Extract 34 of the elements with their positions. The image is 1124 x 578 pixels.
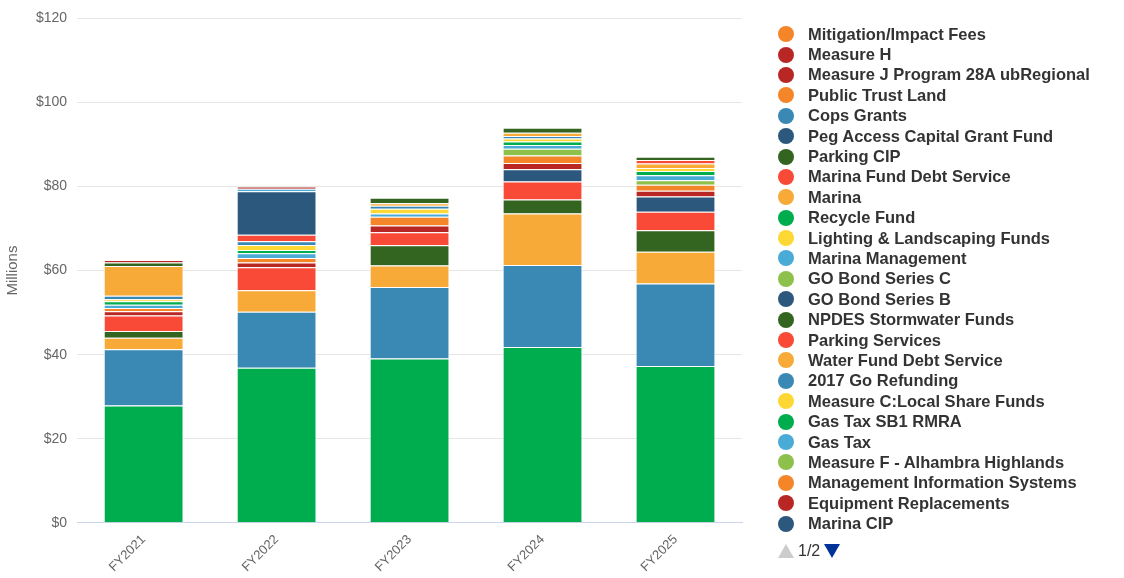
y-axis-title: Millions bbox=[3, 245, 21, 296]
legend-label: GO Bond Series B bbox=[808, 289, 952, 309]
y-tick-label: $0 bbox=[51, 513, 68, 530]
text: 1/2 bbox=[798, 541, 821, 560]
legend-label: Marina Management bbox=[808, 248, 967, 268]
legend-label: Lighting & Landscaping Funds bbox=[808, 228, 1050, 248]
legend-label: Measure F - Alhambra Highlands bbox=[808, 452, 1065, 472]
y-tick-label: $20 bbox=[43, 429, 68, 446]
legend-label: Marina CIP bbox=[808, 514, 894, 534]
legend-label: Marina Fund Debt Service bbox=[808, 167, 1011, 187]
legend-label: Measure J Program 28A ubRegional bbox=[808, 65, 1090, 85]
legend-label: Equipment Replacements bbox=[808, 493, 1010, 513]
y-tick-label: $80 bbox=[43, 177, 68, 194]
legend-label: Management Information Systems bbox=[808, 473, 1077, 493]
y-tick-label: $100 bbox=[35, 93, 68, 110]
legend-label: Measure H bbox=[808, 45, 892, 65]
legend-label: Peg Access Capital Grant Fund bbox=[808, 126, 1054, 146]
legend-label: Water Fund Debt Service bbox=[808, 350, 1003, 370]
legend-label: 2017 Go Refunding bbox=[808, 371, 959, 391]
y-tick-label: $120 bbox=[35, 9, 68, 26]
legend-label: Cops Grants bbox=[808, 106, 908, 126]
legend-label: Gas Tax SB1 RMRA bbox=[808, 412, 962, 432]
y-tick-label: $60 bbox=[43, 261, 68, 278]
legend-label: Gas Tax bbox=[808, 432, 871, 452]
legend-label: Parking CIP bbox=[808, 147, 901, 167]
legend-label: Public Trust Land bbox=[808, 85, 947, 105]
legend-label: Marina bbox=[808, 187, 862, 207]
legend-label: Measure C:Local Share Funds bbox=[808, 391, 1045, 411]
legend-label: Mitigation/Impact Fees bbox=[808, 24, 986, 44]
legend-label: NPDES Stormwater Funds bbox=[808, 310, 1015, 330]
legend-label: Parking Services bbox=[808, 330, 941, 350]
legend-label: GO Bond Series C bbox=[808, 269, 952, 289]
legend-label: Recycle Fund bbox=[808, 208, 916, 228]
y-tick-label: $40 bbox=[43, 345, 68, 362]
